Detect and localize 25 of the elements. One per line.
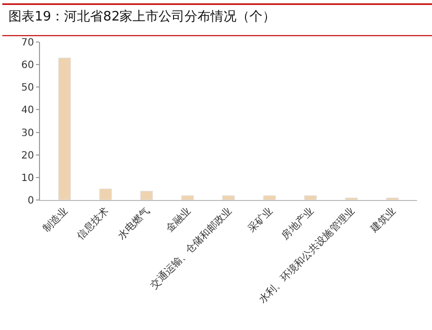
x-tick-label: 建筑业 [368, 205, 398, 236]
chart-title: 图表19：河北省82家上市公司分布情况（个） [8, 8, 276, 25]
bar [58, 58, 71, 200]
bar [140, 190, 153, 200]
bar [386, 197, 399, 200]
y-tick-label: 10 [21, 172, 34, 184]
bar [304, 195, 317, 200]
y-tick-label: 0 [28, 196, 34, 206]
y-tick-label: 30 [21, 128, 34, 139]
x-tick-label: 制造业 [40, 205, 70, 235]
bar [181, 195, 194, 200]
x-tick-label: 信息技术 [74, 205, 112, 242]
y-tick-label: 60 [21, 60, 34, 72]
bar [263, 195, 276, 200]
y-tick-label: 20 [21, 150, 34, 162]
y-tick-label: 70 [21, 38, 34, 48]
x-tick-label: 房地产业 [279, 205, 316, 242]
y-tick-label: 50 [21, 82, 34, 94]
x-tick-label: 水电燃气 [115, 205, 152, 242]
bar [345, 197, 358, 200]
bar [222, 195, 235, 200]
x-tick-label: 采矿业 [245, 205, 276, 235]
y-tick-label: 40 [21, 105, 34, 116]
bar [99, 188, 112, 200]
x-tick-label: 金融业 [163, 205, 194, 235]
